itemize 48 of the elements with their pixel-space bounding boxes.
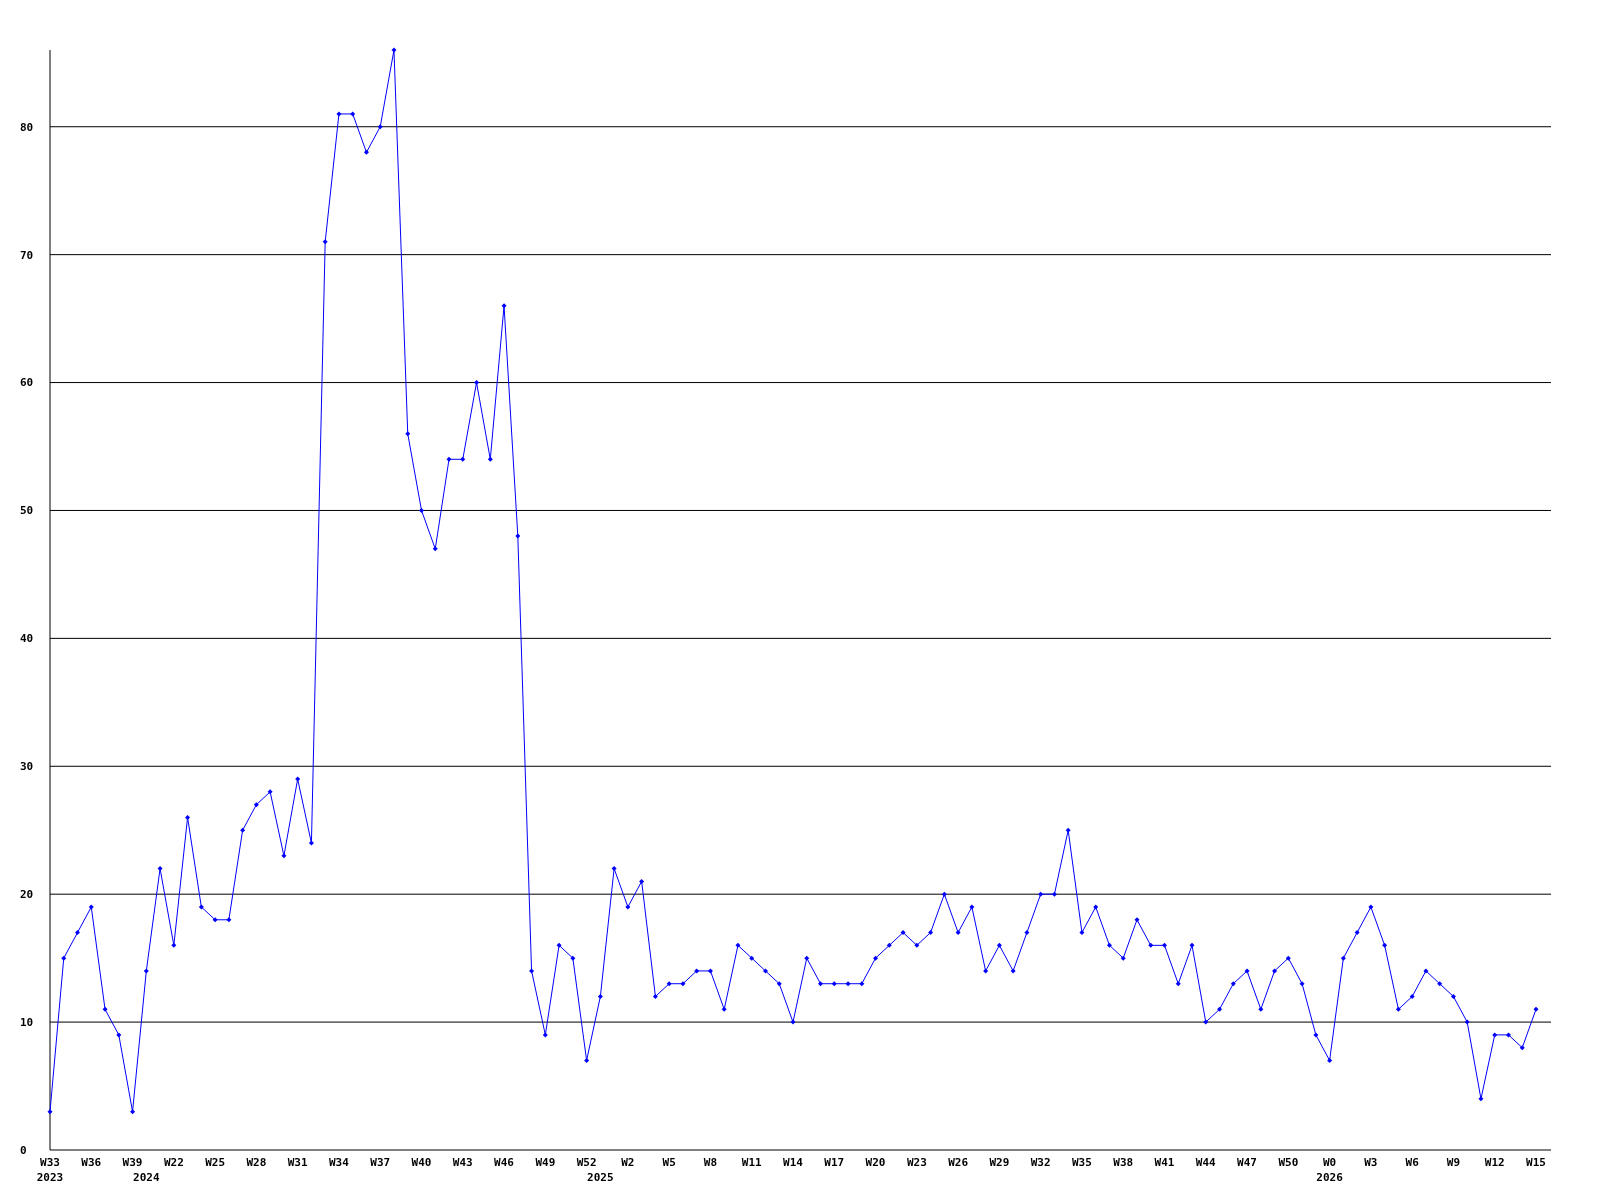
y-tick-label: 80: [20, 120, 34, 134]
x-tick-label: W50: [1278, 1156, 1299, 1169]
x-tick-label: W44: [1195, 1156, 1217, 1169]
y-tick-label: 40: [20, 632, 34, 646]
y-tick-label: 20: [20, 888, 34, 902]
x-tick-label: W46: [494, 1156, 515, 1169]
y-tick-label: 50: [20, 504, 34, 518]
x-tick-label: W31: [287, 1156, 308, 1169]
x-tick-label: W12: [1484, 1156, 1505, 1169]
x-tick-label: W29: [989, 1156, 1010, 1169]
x-tick-label: W14: [783, 1156, 804, 1169]
y-tick-label: 0: [20, 1143, 27, 1157]
x-tick-label: 2024: [133, 1171, 160, 1184]
x-tick-label: W2: [621, 1156, 635, 1169]
x-tick-label: W28: [246, 1156, 267, 1169]
y-tick-label: 70: [20, 248, 34, 262]
x-tick-label: W23: [906, 1156, 927, 1169]
x-tick-label: W39: [122, 1156, 143, 1169]
x-tick-label: W15: [1526, 1156, 1546, 1169]
y-tick-label: 30: [20, 760, 34, 774]
x-tick-label: W41: [1154, 1156, 1175, 1169]
x-tick-label: W49: [535, 1156, 556, 1169]
x-tick-label: W5: [662, 1156, 676, 1169]
x-tick-label: W8: [703, 1156, 718, 1169]
x-tick-label: W38: [1113, 1156, 1134, 1169]
y-tick-label: 60: [20, 376, 34, 390]
x-tick-label: W32: [1030, 1156, 1051, 1169]
x-tick-label: W43: [452, 1156, 473, 1169]
x-tick-label: W22: [163, 1156, 184, 1169]
x-tick-label: W11: [741, 1156, 763, 1169]
x-tick-label: 2025: [587, 1171, 614, 1184]
x-tick-label: W35: [1072, 1156, 1092, 1169]
x-tick-label: W33 2023: [36, 1156, 64, 1184]
x-tick-label: W47: [1237, 1156, 1257, 1169]
y-tick-label: 10: [20, 1015, 34, 1029]
x-tick-label: W9: [1446, 1156, 1461, 1169]
x-tick-label: W6: [1405, 1156, 1420, 1169]
x-tick-label: W0 2026: [1316, 1156, 1344, 1184]
x-tick-label: W36: [81, 1156, 102, 1169]
x-tick-label: W25: [205, 1156, 226, 1169]
x-tick-label: W20: [865, 1156, 886, 1169]
x-tick-label: W40: [411, 1156, 432, 1169]
x-tick-label: W37: [370, 1156, 391, 1169]
x-tick-label: W17: [824, 1156, 845, 1169]
x-tick-label: W3: [1364, 1156, 1378, 1169]
x-tick-label: W26: [948, 1156, 969, 1169]
x-tick-label: W34: [329, 1156, 350, 1169]
x-tick-label: W52: [576, 1156, 597, 1169]
